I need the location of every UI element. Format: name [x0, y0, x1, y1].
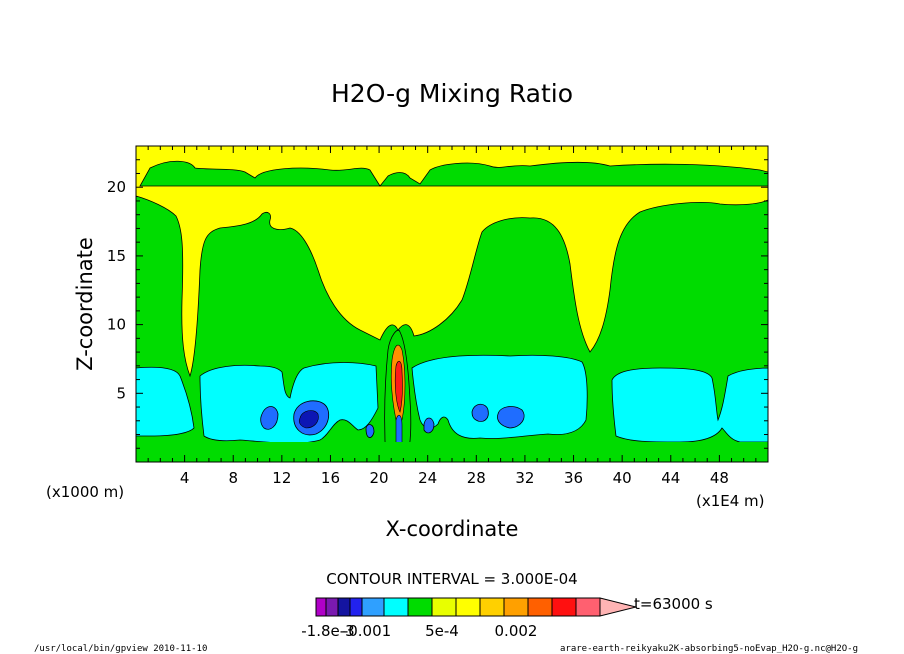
- blue-blob-6: [365, 424, 375, 438]
- cyan-band-main: [199, 362, 379, 444]
- cyan-band-far-right: [611, 367, 769, 443]
- x-tick-label: 40: [613, 469, 632, 487]
- colorbar: [315, 597, 637, 617]
- x-tick-label: 48: [710, 469, 729, 487]
- cyan-band: [135, 366, 195, 437]
- colorbar-swatch: [527, 597, 553, 617]
- chart-title: H2O-g Mixing Ratio: [331, 79, 573, 108]
- colorbar-arrow: [599, 597, 637, 617]
- colorbar-labels: -1.8e-3-0.001 5e-4 0.002: [301, 622, 537, 640]
- contour-interval: CONTOUR INTERVAL = 3.000E-04: [326, 570, 577, 588]
- colorbar-swatch: [315, 597, 327, 617]
- footer-right: arare-earth-reikyaku2K-absorbing5-noEvap…: [560, 644, 858, 654]
- x-tick-label: 24: [418, 469, 437, 487]
- x-unit-label: (x1E4 m): [696, 492, 765, 510]
- colorbar-swatch: [455, 597, 481, 617]
- y-unit-label: (x1000 m): [46, 483, 124, 501]
- x-axis-label: X-coordinate: [386, 517, 519, 541]
- time-label: t=63000 s: [634, 595, 713, 613]
- x-tick-label: 36: [564, 469, 583, 487]
- bottom-green: [136, 442, 768, 462]
- colorbar-swatch: [325, 597, 339, 617]
- blue-blob-1: [260, 406, 279, 430]
- x-axis-ticks: 4 8 12 16 20 24 28 32 36 40 44 48: [147, 146, 757, 487]
- colorbar-swatch: [575, 597, 601, 617]
- y-tick-label: 10: [107, 316, 126, 334]
- upper-green-band: [139, 160, 769, 187]
- blue-blob-3: [471, 403, 489, 422]
- x-tick-label: 12: [272, 469, 291, 487]
- x-tick-label: 28: [467, 469, 486, 487]
- colorbar-swatch: [349, 597, 363, 617]
- x-tick-label: 20: [370, 469, 389, 487]
- colorbar-swatch: [503, 597, 529, 617]
- x-tick-label: 32: [515, 469, 534, 487]
- y-tick-label: 20: [107, 178, 126, 196]
- y-tick-label: 15: [107, 247, 126, 265]
- colorbar-label: 0.002: [495, 622, 538, 640]
- blue-blob-2-core: [298, 410, 319, 429]
- colorbar-swatch: [551, 597, 577, 617]
- colorbar-swatch: [361, 597, 385, 617]
- plot-area: [135, 145, 769, 463]
- x-tick-label: 16: [321, 469, 340, 487]
- central-plume-red: [394, 360, 403, 413]
- colorbar-swatch: [337, 597, 351, 617]
- y-axis-label: Z-coordinate: [73, 237, 97, 371]
- footer-left: /usr/local/bin/gpview 2010-11-10: [34, 644, 207, 654]
- x-tick-label: 44: [661, 469, 680, 487]
- colorbar-swatch: [383, 597, 409, 617]
- colorbar-label: 5e-4: [425, 622, 459, 640]
- colorbar-label: -1.8e-3: [301, 622, 354, 640]
- y-axis-ticks: 5 10 15 20: [107, 159, 768, 449]
- colorbar-swatch: [431, 597, 457, 617]
- x-tick-label: 4: [180, 469, 190, 487]
- colorbar-label: -0.001: [343, 622, 391, 640]
- colorbar-swatch: [479, 597, 505, 617]
- x-tick-label: 8: [228, 469, 238, 487]
- blue-blob-4: [497, 406, 525, 429]
- blue-blob-5: [423, 417, 435, 434]
- colorbar-swatch: [407, 597, 433, 617]
- y-tick-label: 5: [116, 384, 126, 402]
